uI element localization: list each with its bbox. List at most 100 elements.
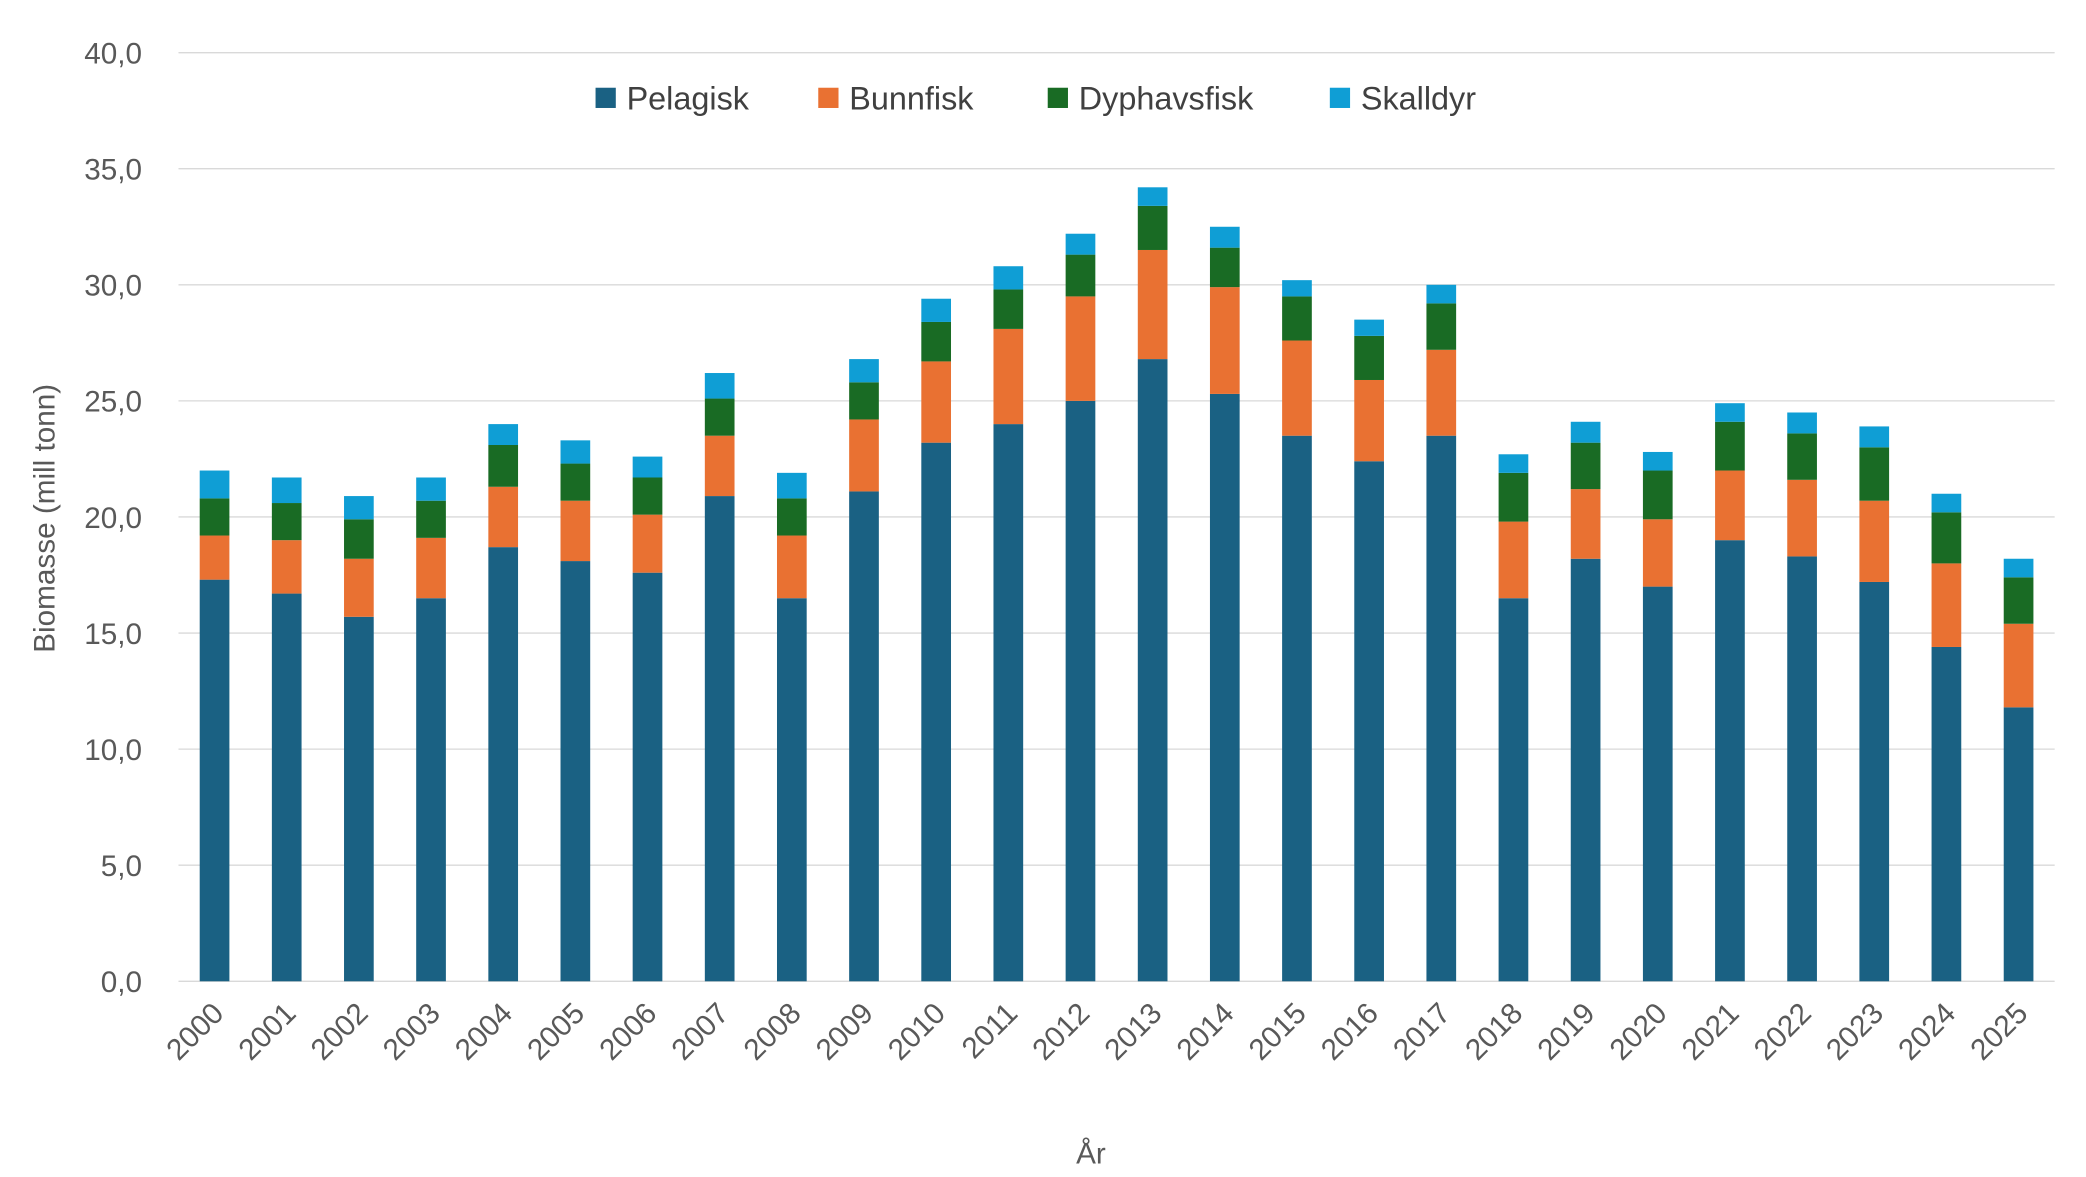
bar-dyphavsfisk-2017 xyxy=(1426,303,1457,350)
bar-bunnfisk-2011 xyxy=(993,328,1024,425)
bar-dyphavsfisk-2002 xyxy=(344,519,374,559)
bar-skalldyr-2016 xyxy=(1354,319,1384,336)
bar-pelagisk-2025 xyxy=(2003,707,2034,982)
x-tick-label: 2000 xyxy=(160,997,230,1067)
bar-pelagisk-2005 xyxy=(560,561,591,982)
x-tick-label: 2004 xyxy=(449,997,519,1067)
bar-pelagisk-2009 xyxy=(849,491,879,982)
bar-bunnfisk-2001 xyxy=(271,540,302,594)
bar-pelagisk-2010 xyxy=(921,442,952,982)
x-tick-label: 2025 xyxy=(1964,997,2034,1067)
bar-skalldyr-2021 xyxy=(1715,403,1745,422)
bar-pelagisk-2015 xyxy=(1282,435,1312,982)
bar-bunnfisk-2023 xyxy=(1859,500,1890,582)
bar-skalldyr-2012 xyxy=(1065,233,1096,255)
legend-item-bunnfisk: Bunnfisk xyxy=(818,80,974,116)
bar-skalldyr-2001 xyxy=(271,477,302,504)
gridlines xyxy=(178,51,2055,982)
bar-dyphavsfisk-2015 xyxy=(1282,296,1312,341)
bar-pelagisk-2023 xyxy=(1859,581,1890,982)
bar-dyphavsfisk-2006 xyxy=(632,477,663,515)
bar-skalldyr-2014 xyxy=(1209,226,1240,248)
legend: Pelagisk Bunnfisk Dyphavsfisk Skalldyr xyxy=(595,80,1476,116)
bar-dyphavsfisk-2012 xyxy=(1065,254,1096,297)
x-tick-label: 2022 xyxy=(1748,997,1818,1067)
x-tick-label: 2018 xyxy=(1459,997,1529,1067)
bar-skalldyr-2009 xyxy=(849,359,879,383)
bar-pelagisk-2000 xyxy=(199,579,230,982)
bar-bunnfisk-2015 xyxy=(1282,340,1312,436)
bar-bunnfisk-2020 xyxy=(1642,519,1673,587)
y-axis-tick-labels: 0,0 5,0 10,0 15,0 20,0 25,0 30,0 35,0 40,0 xyxy=(84,37,142,999)
bar-bunnfisk-2008 xyxy=(776,535,807,599)
x-axis-title: År xyxy=(1076,1138,1106,1171)
x-tick-label: 2023 xyxy=(1820,997,1890,1067)
y-tick-label: 20,0 xyxy=(84,502,142,535)
y-tick-label: 10,0 xyxy=(84,734,142,767)
y-tick-label: 30,0 xyxy=(84,270,142,303)
bar-bunnfisk-2025 xyxy=(2003,623,2034,708)
x-tick-label: 2009 xyxy=(810,997,880,1067)
bar-pelagisk-2006 xyxy=(632,572,663,982)
bar-skalldyr-2000 xyxy=(199,470,230,499)
legend-swatch xyxy=(818,87,839,108)
bar-pelagisk-2008 xyxy=(776,598,807,982)
x-tick-label: 2003 xyxy=(377,997,447,1067)
bar-skalldyr-2017 xyxy=(1426,284,1457,304)
bar-dyphavsfisk-2004 xyxy=(488,444,519,487)
x-tick-label: 2016 xyxy=(1315,997,1385,1067)
legend-label: Pelagisk xyxy=(627,80,750,116)
y-tick-label: 35,0 xyxy=(84,154,142,187)
bar-bunnfisk-2024 xyxy=(1931,563,1962,647)
bar-bunnfisk-2007 xyxy=(704,435,735,497)
bar-skalldyr-2006 xyxy=(632,456,663,478)
bar-dyphavsfisk-2009 xyxy=(849,382,879,420)
bar-skalldyr-2007 xyxy=(704,373,735,399)
bar-dyphavsfisk-2022 xyxy=(1787,433,1817,480)
bar-bunnfisk-2013 xyxy=(1137,249,1168,360)
bar-pelagisk-2012 xyxy=(1065,400,1096,982)
bar-bunnfisk-2012 xyxy=(1065,296,1096,401)
legend-item-pelagisk: Pelagisk xyxy=(595,80,750,116)
x-tick-label: 2012 xyxy=(1026,997,1096,1067)
bar-skalldyr-2011 xyxy=(993,266,1024,290)
bar-dyphavsfisk-2010 xyxy=(921,321,952,362)
x-tick-label: 2015 xyxy=(1243,997,1313,1067)
legend-label: Dyphavsfisk xyxy=(1079,80,1254,116)
x-tick-label: 2011 xyxy=(956,997,1024,1065)
bar-skalldyr-2025 xyxy=(2003,558,2034,578)
x-tick-label: 2001 xyxy=(232,997,302,1067)
y-axis-title: Biomasse (mill tonn) xyxy=(28,384,61,653)
bar-pelagisk-2011 xyxy=(993,424,1024,982)
bar-pelagisk-2016 xyxy=(1354,461,1384,982)
x-tick-label: 2021 xyxy=(1676,997,1746,1067)
bar-pelagisk-2024 xyxy=(1931,646,1962,982)
x-tick-label: 2010 xyxy=(882,997,952,1067)
x-tick-label: 2013 xyxy=(1098,997,1168,1067)
bar-skalldyr-2003 xyxy=(416,477,446,501)
bar-skalldyr-2020 xyxy=(1642,451,1673,471)
bar-skalldyr-2002 xyxy=(344,496,374,520)
bar-bunnfisk-2003 xyxy=(416,537,446,599)
legend-item-dyphavsfisk: Dyphavsfisk xyxy=(1047,80,1254,116)
bar-pelagisk-2021 xyxy=(1715,540,1745,982)
bar-bunnfisk-2019 xyxy=(1570,489,1601,559)
bar-dyphavsfisk-2018 xyxy=(1498,472,1529,522)
bar-dyphavsfisk-2025 xyxy=(2003,577,2034,624)
bar-skalldyr-2010 xyxy=(921,298,952,322)
bar-dyphavsfisk-2001 xyxy=(271,503,302,541)
bar-dyphavsfisk-2020 xyxy=(1642,470,1673,520)
bar-bunnfisk-2006 xyxy=(632,514,663,573)
y-tick-label: 0,0 xyxy=(101,966,142,999)
bar-skalldyr-2008 xyxy=(776,472,807,499)
bar-bunnfisk-2000 xyxy=(199,535,230,580)
bar-bunnfisk-2021 xyxy=(1715,470,1745,541)
bar-skalldyr-2019 xyxy=(1570,421,1601,443)
bar-dyphavsfisk-2023 xyxy=(1859,447,1890,501)
bar-bunnfisk-2010 xyxy=(921,361,952,443)
bar-pelagisk-2014 xyxy=(1209,393,1240,982)
bar-pelagisk-2019 xyxy=(1570,558,1601,982)
bar-pelagisk-2002 xyxy=(344,616,374,982)
legend-item-skalldyr: Skalldyr xyxy=(1329,80,1476,116)
bar-dyphavsfisk-2005 xyxy=(560,463,591,501)
